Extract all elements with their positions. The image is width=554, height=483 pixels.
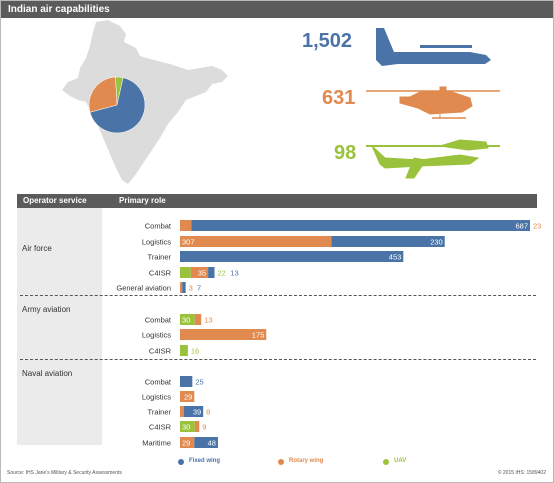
copyright-note: © 2015 IHS: 1589402 <box>497 470 546 476</box>
group-separator <box>20 295 536 296</box>
role-label: General aviation <box>116 284 171 293</box>
role-label: Trainer <box>148 408 172 417</box>
bar-value-label: 307 <box>182 238 195 247</box>
legend-uav-label: UAV <box>394 458 407 464</box>
bar-rotary-wing <box>180 329 267 340</box>
legend-uav-swatch <box>383 459 389 465</box>
bar-value-label: 230 <box>430 238 443 247</box>
bar-fixed-wing <box>182 282 186 293</box>
role-label: Combat <box>145 378 172 387</box>
bar-rotary-wing <box>180 437 195 448</box>
bar-rotary-wing <box>180 282 183 293</box>
bar-value-label: 25 <box>195 378 203 387</box>
pie-slice-fixed-wing <box>89 77 146 134</box>
bar-fixed-wing <box>194 437 218 448</box>
pie-chart <box>88 76 146 134</box>
uav-icon <box>366 139 500 179</box>
bar-uav <box>180 314 195 325</box>
bar-value-label: 39 <box>193 408 201 417</box>
uav-total: 98 <box>334 142 357 164</box>
bar-fixed-wing <box>331 236 445 247</box>
source-note: Source: IHS Jane's Military & Security A… <box>7 470 122 476</box>
bar-rotary-wing <box>194 421 200 432</box>
bar-value-label: 22 <box>218 269 226 278</box>
bar-uav <box>180 267 191 278</box>
legend-fixed-wing-label: Fixed wing <box>189 458 221 464</box>
bar-value-label: 30 <box>182 423 190 432</box>
service-label-air-force: Air force <box>22 244 52 253</box>
bar-uav <box>180 421 195 432</box>
role-label: Logistics <box>142 238 171 247</box>
bar-rotary-wing <box>180 406 184 417</box>
bar-fixed-wing <box>183 406 204 417</box>
table-header: Operator service Primary role <box>17 194 537 208</box>
bar-rotary-wing <box>180 236 332 247</box>
role-label: Trainer <box>148 253 172 262</box>
primary-role-header: Primary role <box>119 196 166 205</box>
role-label: C4ISR <box>149 269 172 278</box>
bar-value-label: 13 <box>204 316 212 325</box>
bar-value-label: 48 <box>208 439 216 448</box>
bar-value-label: 30 <box>182 316 190 325</box>
role-label: C4ISR <box>149 347 172 356</box>
role-label: Combat <box>145 316 172 325</box>
bar-uav <box>180 345 188 356</box>
fixed-wing-aircraft-icon <box>376 28 491 66</box>
service-column-bg <box>17 208 102 445</box>
legend-rotary-wing-label: Rotary wing <box>289 458 324 464</box>
bar-rotary-wing <box>180 391 195 402</box>
role-label: C4ISR <box>149 423 172 432</box>
bar-value-label: 8 <box>206 408 210 417</box>
bar-value-label: 29 <box>182 439 190 448</box>
group-separator <box>20 359 536 360</box>
role-label: Logistics <box>142 331 171 340</box>
bar-value-label: 3 <box>189 284 193 293</box>
bar-rotary-wing <box>194 314 202 325</box>
helicopter-icon <box>366 86 500 119</box>
legend-rotary-wing-swatch <box>278 459 284 465</box>
bar-value-label: 23 <box>533 222 541 231</box>
legend-fixed-wing-swatch <box>178 459 184 465</box>
service-label-army-aviation: Army aviation <box>22 305 71 314</box>
role-label: Maritime <box>142 439 171 448</box>
bar-fixed-wing <box>180 251 404 262</box>
service-label-naval-aviation: Naval aviation <box>22 369 73 378</box>
role-label: Combat <box>145 222 172 231</box>
operator-service-header: Operator service <box>23 196 87 205</box>
fixed-wing-total: 1,502 <box>302 30 353 52</box>
bar-fixed-wing <box>191 220 531 231</box>
role-label: Logistics <box>142 393 171 402</box>
pie-slice-rotary-wing <box>88 76 118 113</box>
bar-value-label: 175 <box>252 331 265 340</box>
bar-rotary-wing <box>180 220 192 231</box>
bar-value-label: 687 <box>515 222 528 231</box>
bar-value-label: 13 <box>230 269 238 278</box>
bar-fixed-wing <box>208 267 215 278</box>
rotary-wing-total: 631 <box>322 87 356 109</box>
bar-value-label: 7 <box>197 284 201 293</box>
page-title: Indian air capabilities <box>1 1 553 18</box>
bar-value-label: 453 <box>389 253 402 262</box>
bar-value-label: 9 <box>202 423 206 432</box>
bar-value-label: 16 <box>191 347 199 356</box>
bar-value-label: 29 <box>184 393 192 402</box>
bar-fixed-wing <box>180 376 193 387</box>
bar-value-label: 35 <box>198 269 206 278</box>
bar-rotary-wing <box>190 267 209 278</box>
